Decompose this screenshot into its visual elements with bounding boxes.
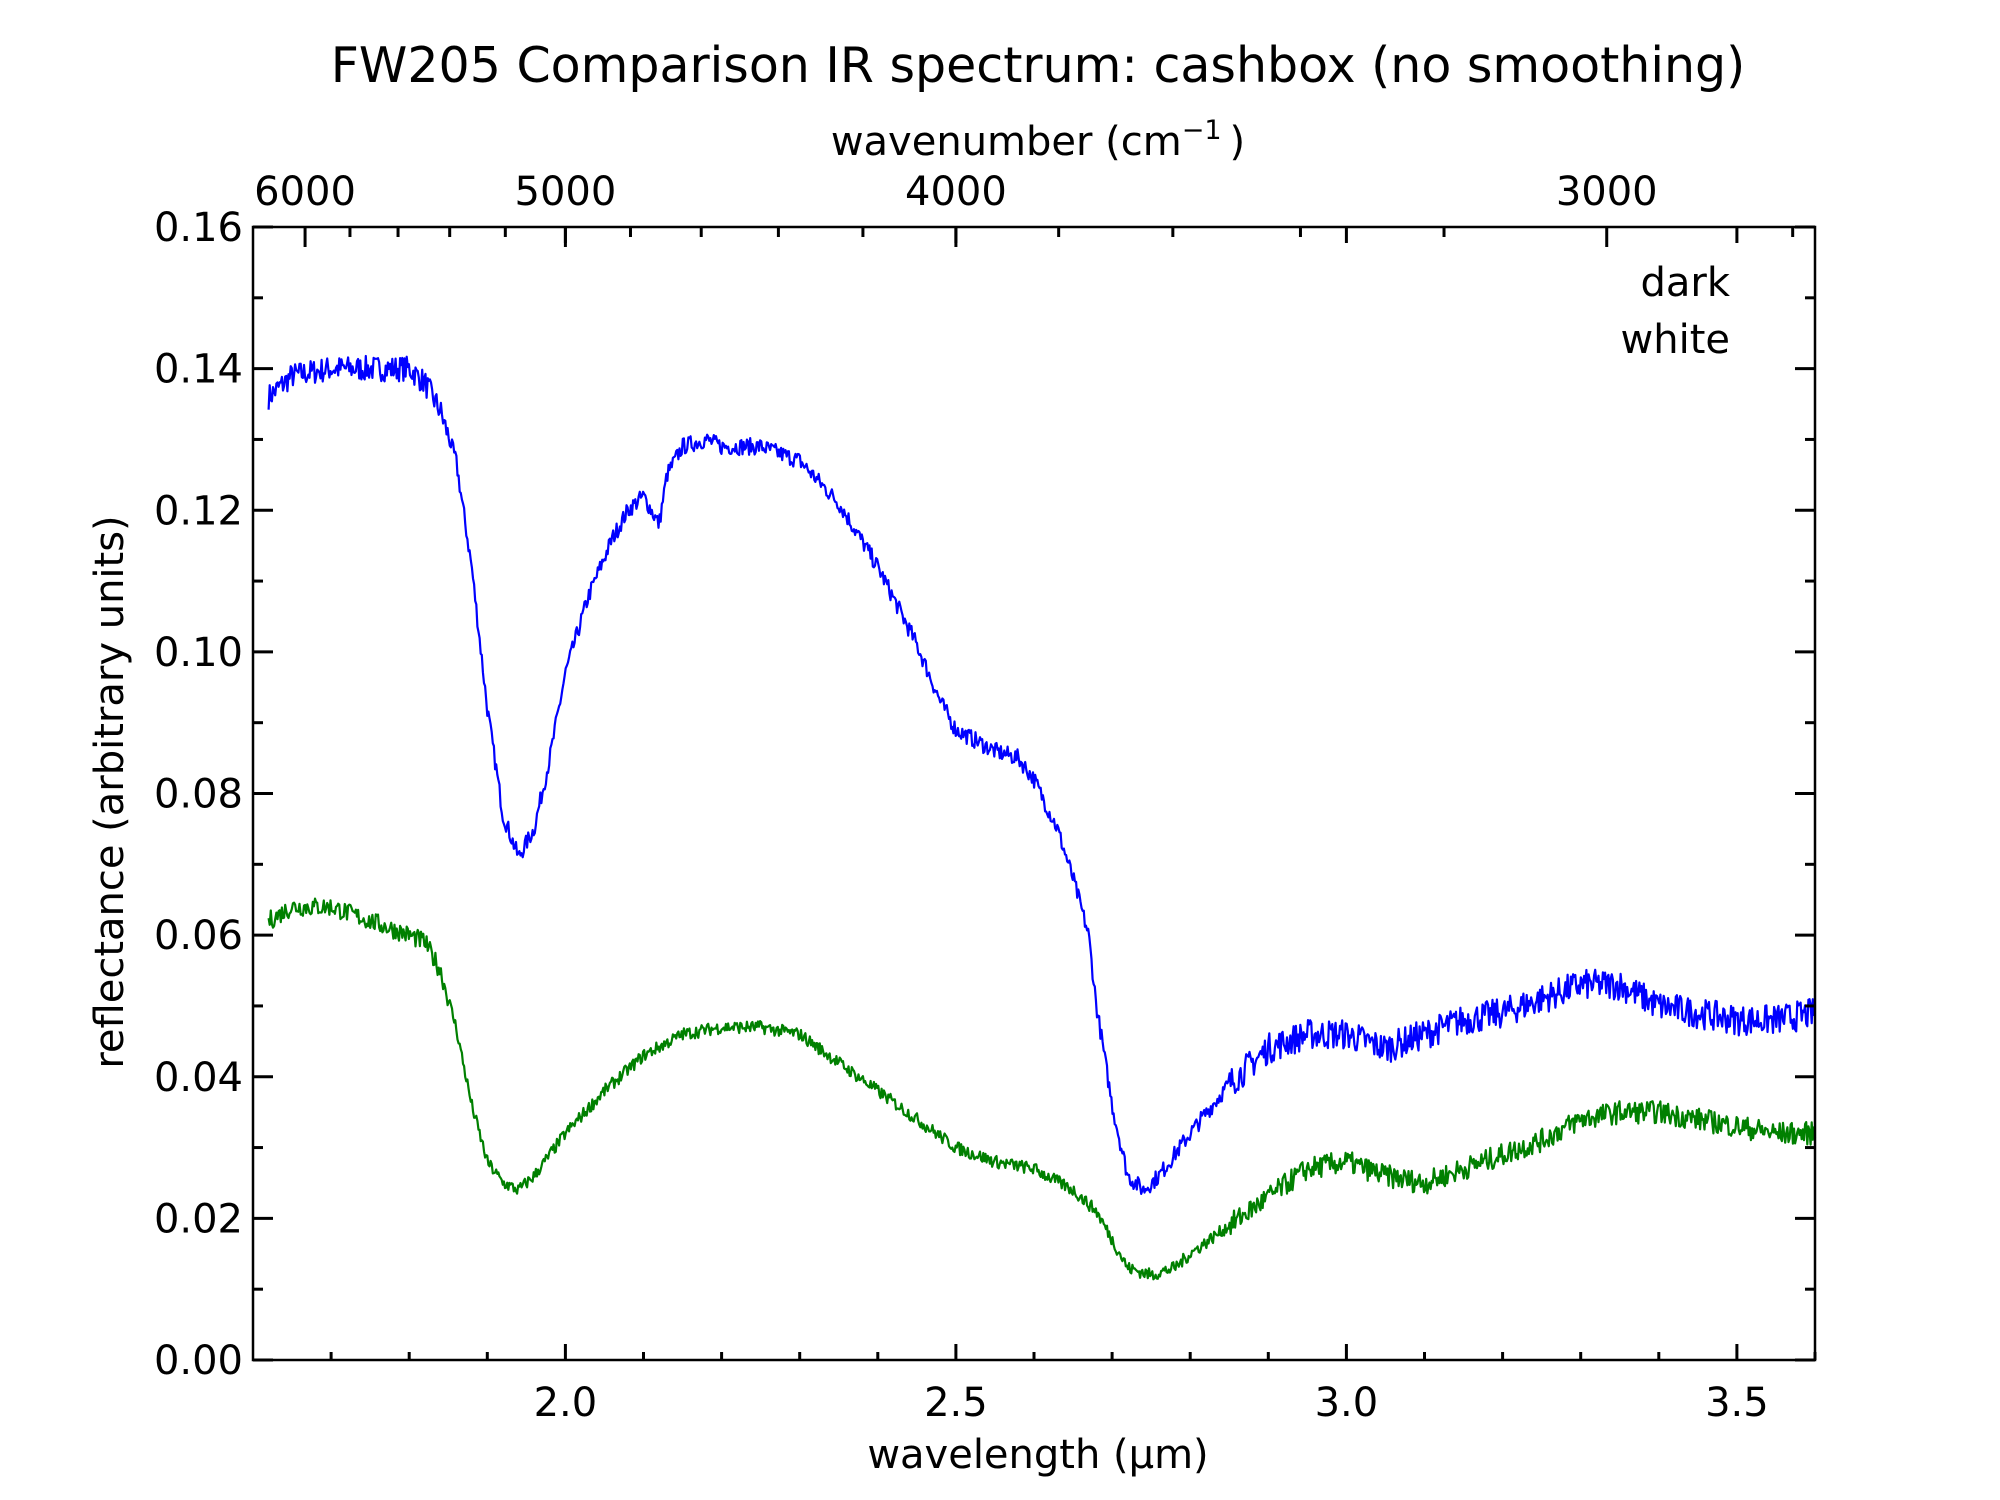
x-tick-label: 2.5 [924, 1380, 988, 1426]
legend-label-white: white [1621, 317, 1730, 363]
legend: dark white [1621, 260, 1731, 363]
top-tick-label: 4000 [905, 169, 1007, 215]
top-tick-label: 6000 [254, 169, 356, 215]
x-axis-label: wavelength (μm) [867, 1432, 1208, 1478]
top-axis-label-end: ) [1230, 119, 1246, 165]
y-axis-label: reflectance (arbitrary units) [87, 515, 133, 1068]
y-tick-label: 0.12 [154, 488, 243, 534]
legend-label-dark: dark [1640, 260, 1730, 306]
axis-ticks [253, 225, 1817, 1362]
series-line-white [267, 897, 1817, 1281]
y-tick-label: 0.14 [154, 347, 243, 393]
plot-lines [267, 354, 1817, 1281]
y-tick-label: 0.08 [154, 772, 243, 818]
y-tick-label: 0.16 [154, 205, 243, 251]
top-axis-label-text: wavenumber (cm [831, 119, 1182, 165]
x-tick-label: 3.0 [1315, 1380, 1379, 1426]
y-tick-label: 0.04 [154, 1055, 243, 1101]
plot-frame [251, 225, 1817, 1362]
top-axis-label: wavenumber (cm−1) [831, 115, 1245, 165]
top-tick-label: 3000 [1556, 169, 1658, 215]
y-tick-label: 0.00 [154, 1338, 243, 1384]
series-line-dark [267, 354, 1816, 1196]
y-tick-label: 0.10 [154, 630, 243, 676]
y-tick-label: 0.02 [154, 1196, 243, 1242]
top-tick-label: 5000 [515, 169, 617, 215]
axis-tick-labels: 2.0 2.5 3.0 3.5 0.00 0.02 0.04 0.06 0.08 0.10 0.12… [154, 169, 1769, 1426]
x-tick-label: 3.5 [1705, 1380, 1769, 1426]
y-tick-label: 0.06 [154, 913, 243, 959]
top-axis-label-superscript: −1 [1182, 115, 1222, 146]
chart-title: FW205 Comparison IR spectrum: cashbox (n… [331, 37, 1746, 94]
x-tick-label: 2.0 [534, 1380, 598, 1426]
